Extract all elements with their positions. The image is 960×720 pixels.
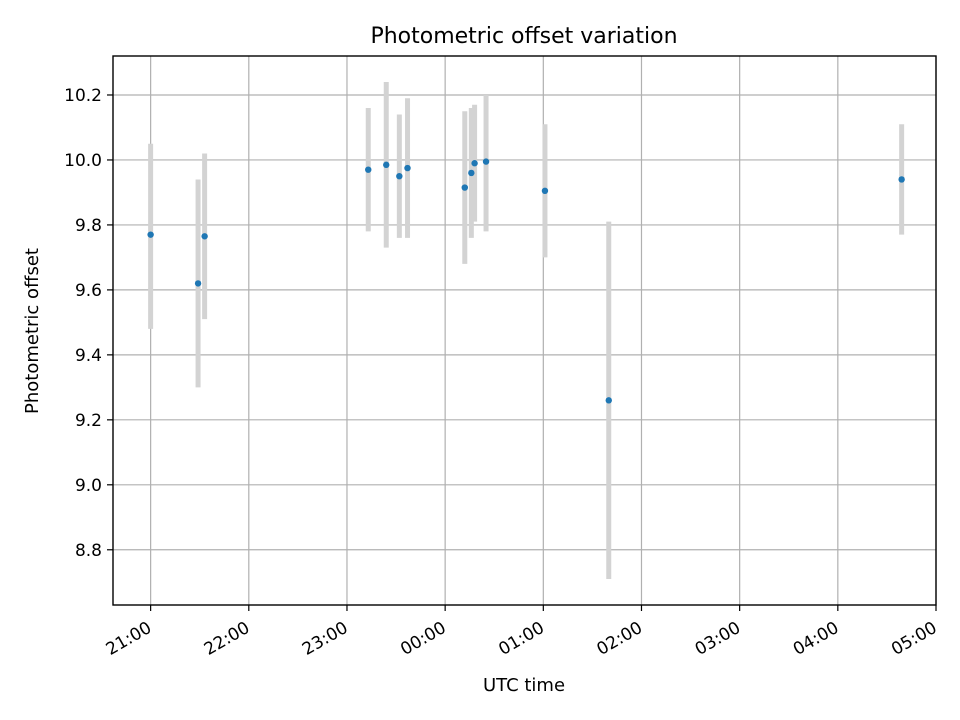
plot-frame (112, 55, 937, 606)
y-tick-label: 9.2 (75, 411, 102, 431)
x-tick-label: 03:00 (692, 618, 744, 660)
x-tick-label: 02:00 (594, 618, 646, 660)
data-marks (147, 81, 905, 580)
x-tick-label: 00:00 (397, 618, 449, 660)
y-tick-label: 9.6 (75, 281, 102, 301)
data-point (396, 172, 403, 180)
data-point (194, 280, 202, 287)
grid-lines (113, 56, 937, 605)
y-tick-label: 9.8 (75, 216, 102, 236)
x-tick-label: 21:00 (103, 618, 155, 660)
y-tick-label: 8.8 (75, 541, 102, 561)
x-axis-label: UTC time (483, 675, 565, 696)
data-point (898, 176, 905, 183)
y-tick-label: 9.4 (75, 346, 102, 366)
data-point (383, 161, 390, 169)
data-point (461, 184, 468, 191)
data-point (605, 397, 612, 404)
y-tick-label: 9.0 (75, 476, 102, 496)
data-point (541, 187, 549, 195)
data-point (147, 231, 154, 238)
y-axis-label: Photometric offset (22, 248, 43, 414)
chart-title: Photometric offset variation (370, 24, 677, 49)
data-point (365, 166, 372, 173)
x-tick-label: 04:00 (790, 618, 842, 660)
data-point (404, 164, 411, 172)
data-point (201, 233, 208, 240)
y-tick-label: 10.0 (64, 151, 102, 171)
x-tick-label: 01:00 (495, 618, 547, 660)
x-tick-label: 22:00 (201, 618, 253, 660)
y-tick-label: 10.2 (64, 86, 102, 106)
data-point (471, 160, 478, 167)
x-tick-label: 05:00 (888, 618, 940, 660)
data-point (482, 158, 490, 165)
x-tick-label: 23:00 (299, 618, 351, 660)
data-point (468, 169, 475, 177)
